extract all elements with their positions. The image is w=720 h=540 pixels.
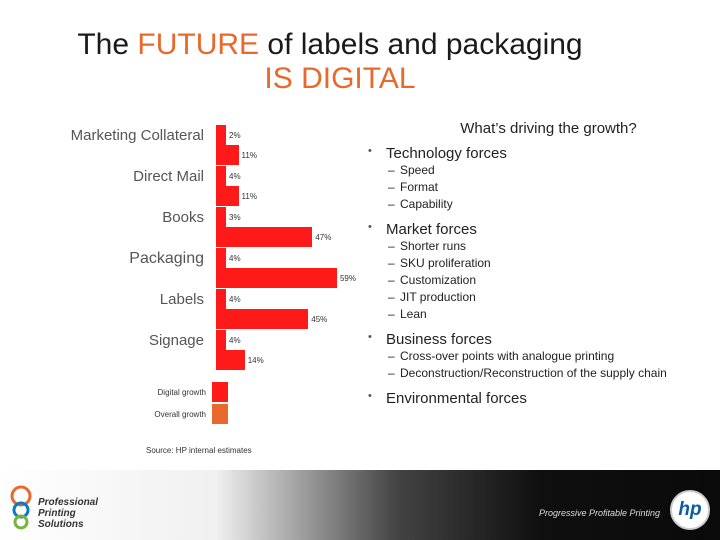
logo-line-1: Professional: [38, 497, 99, 508]
chart-source: Source: HP internal estimates: [146, 446, 252, 455]
legend-label: Digital growth: [157, 388, 206, 397]
logo-line-3: Solutions: [38, 519, 84, 530]
title-accent: FUTURE: [137, 28, 260, 61]
bar-value-label: 47%: [315, 233, 332, 242]
driver-bullet: Market forces: [366, 221, 711, 238]
category-label: Packaging: [129, 250, 204, 267]
legend-swatch: [212, 404, 228, 424]
legend-swatch: [212, 382, 228, 402]
footer-gradient: [0, 470, 720, 540]
printing-solutions-logo-icon: [10, 485, 32, 530]
bar-value-label: 4%: [229, 172, 241, 181]
category-label: Labels: [159, 291, 204, 308]
driver-sub-item: Capability: [366, 196, 711, 213]
bar-value-label: 14%: [247, 356, 264, 365]
bar-value-label: 4%: [229, 336, 241, 345]
digital-growth-bar: [216, 125, 226, 145]
driver-sub-item: Format: [366, 179, 711, 196]
printing-solutions-logo-text: Professional Printing Solutions: [38, 497, 98, 530]
digital-growth-bar: [216, 248, 226, 268]
driver-sub-item: Deconstruction/Reconstruction of the sup…: [366, 365, 711, 382]
hp-logo-icon: hp: [670, 490, 710, 530]
digital-growth-bar: [216, 330, 226, 350]
overall-growth-bar: [216, 186, 239, 206]
category-label: Signage: [148, 332, 204, 349]
driver-sub-item: Lean: [366, 306, 711, 323]
growth-bar-chart: Marketing Collateral 2% 11% Direct Mail 4% 11…: [0, 110, 360, 470]
overall-growth-bar: [216, 227, 313, 247]
bar-value-label: 11%: [241, 192, 257, 201]
bar-value-label: 4%: [229, 254, 241, 263]
driver-sub-item: Shorter runs: [366, 238, 711, 255]
driver-sub-item: Cross-over points with analogue printing: [366, 348, 711, 365]
bar-value-label: 11%: [241, 151, 257, 160]
bar-value-label: 59%: [339, 274, 356, 283]
bar-value-label: 4%: [229, 295, 241, 304]
bar-value-label: 3%: [229, 213, 241, 222]
legend-label: Overall growth: [154, 410, 206, 419]
driver-sub-item: JIT production: [366, 289, 711, 306]
title-line2: IS DIGITAL: [264, 62, 416, 95]
overall-growth-bar: [216, 145, 239, 165]
digital-growth-bar: [216, 207, 226, 227]
drivers-heading: What’s driving the growth?: [460, 120, 637, 137]
category-label: Books: [162, 209, 204, 226]
driver-bullet: Business forces: [366, 331, 711, 348]
slide-title: The FUTURE of labels and packaging IS DI…: [0, 28, 660, 96]
title-suffix: of labels and packaging: [259, 28, 583, 61]
title-prefix: The: [77, 28, 138, 61]
driver-sub-item: Speed: [366, 162, 711, 179]
driver-bullet: Environmental forces: [366, 390, 711, 407]
digital-growth-bar: [216, 289, 226, 309]
bar-value-label: 2%: [229, 131, 241, 140]
driver-sub-item: SKU proliferation: [366, 255, 711, 272]
bar-value-label: 45%: [311, 315, 328, 324]
category-label: Direct Mail: [133, 168, 204, 185]
overall-growth-bar: [216, 350, 245, 370]
digital-growth-bar: [216, 166, 226, 186]
driver-bullet: Technology forces: [366, 145, 711, 162]
category-label: Marketing Collateral: [70, 127, 204, 144]
footer-bar: Professional Printing Solutions Progress…: [0, 470, 720, 540]
logo-line-2: Printing: [38, 508, 76, 519]
overall-growth-bar: [216, 309, 309, 329]
overall-growth-bar: [216, 268, 337, 288]
footer-tagline: Progressive Profitable Printing: [538, 508, 660, 518]
driver-sub-item: Customization: [366, 272, 711, 289]
drivers-panel: What’s driving the growth? Technology fo…: [366, 120, 711, 407]
